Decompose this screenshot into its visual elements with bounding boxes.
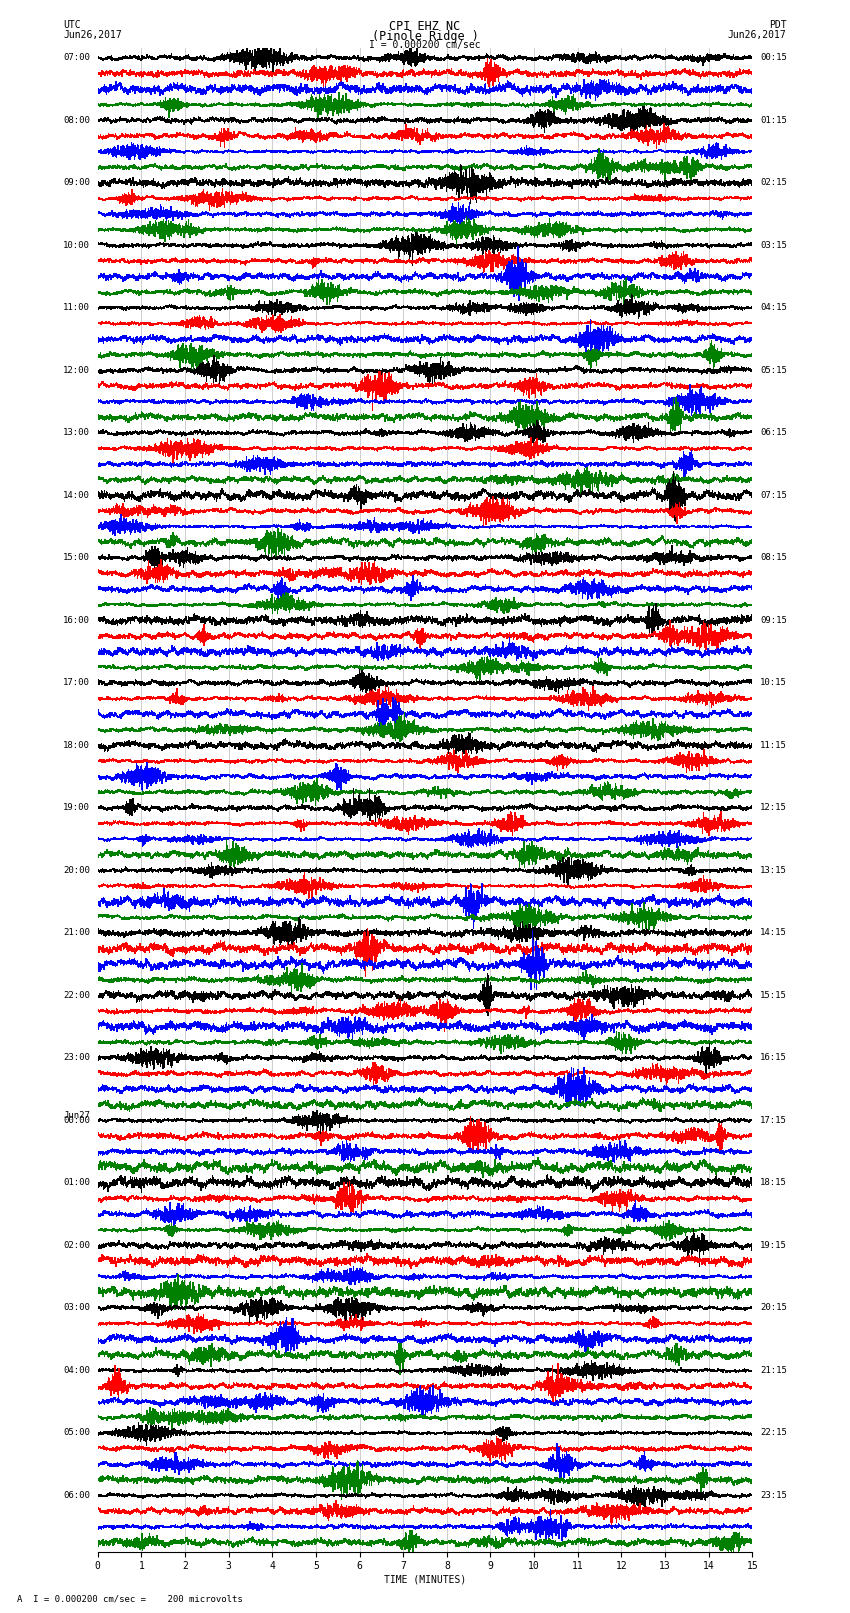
Text: 00:15: 00:15	[760, 53, 787, 63]
Text: 04:15: 04:15	[760, 303, 787, 313]
Text: 17:15: 17:15	[760, 1116, 787, 1124]
Text: 07:15: 07:15	[760, 490, 787, 500]
Text: 01:00: 01:00	[63, 1179, 90, 1187]
Text: 16:15: 16:15	[760, 1053, 787, 1063]
Text: 17:00: 17:00	[63, 679, 90, 687]
Text: Jun27: Jun27	[63, 1111, 90, 1119]
Text: 19:15: 19:15	[760, 1240, 787, 1250]
Text: 14:15: 14:15	[760, 929, 787, 937]
Text: 15:00: 15:00	[63, 553, 90, 563]
Text: 13:00: 13:00	[63, 429, 90, 437]
Text: 09:15: 09:15	[760, 616, 787, 624]
Text: A  I = 0.000200 cm/sec =    200 microvolts: A I = 0.000200 cm/sec = 200 microvolts	[17, 1594, 243, 1603]
Text: 15:15: 15:15	[760, 990, 787, 1000]
Text: 18:15: 18:15	[760, 1179, 787, 1187]
Text: 08:15: 08:15	[760, 553, 787, 563]
Text: 05:00: 05:00	[63, 1429, 90, 1437]
Text: 06:00: 06:00	[63, 1490, 90, 1500]
Text: 02:00: 02:00	[63, 1240, 90, 1250]
Text: Jun26,2017: Jun26,2017	[64, 31, 122, 40]
Text: 05:15: 05:15	[760, 366, 787, 374]
Text: 01:15: 01:15	[760, 116, 787, 124]
Text: 11:00: 11:00	[63, 303, 90, 313]
Text: 13:15: 13:15	[760, 866, 787, 874]
Text: UTC: UTC	[64, 19, 82, 31]
Text: 22:00: 22:00	[63, 990, 90, 1000]
Text: 04:00: 04:00	[63, 1366, 90, 1374]
Text: 18:00: 18:00	[63, 740, 90, 750]
Text: 22:15: 22:15	[760, 1429, 787, 1437]
Text: 08:00: 08:00	[63, 116, 90, 124]
Text: 09:00: 09:00	[63, 179, 90, 187]
Text: 12:15: 12:15	[760, 803, 787, 813]
Text: 10:00: 10:00	[63, 240, 90, 250]
Text: 12:00: 12:00	[63, 366, 90, 374]
Text: 21:15: 21:15	[760, 1366, 787, 1374]
Text: PDT: PDT	[768, 19, 786, 31]
X-axis label: TIME (MINUTES): TIME (MINUTES)	[384, 1574, 466, 1584]
Text: 00:00: 00:00	[63, 1116, 90, 1124]
Text: 06:15: 06:15	[760, 429, 787, 437]
Text: 03:00: 03:00	[63, 1303, 90, 1313]
Text: 23:15: 23:15	[760, 1490, 787, 1500]
Text: 20:15: 20:15	[760, 1303, 787, 1313]
Text: 21:00: 21:00	[63, 929, 90, 937]
Text: 07:00: 07:00	[63, 53, 90, 63]
Text: 10:15: 10:15	[760, 679, 787, 687]
Text: Jun26,2017: Jun26,2017	[728, 31, 786, 40]
Text: 16:00: 16:00	[63, 616, 90, 624]
Text: 19:00: 19:00	[63, 803, 90, 813]
Text: (Pinole Ridge ): (Pinole Ridge )	[371, 31, 479, 44]
Text: 02:15: 02:15	[760, 179, 787, 187]
Text: 23:00: 23:00	[63, 1053, 90, 1063]
Text: 14:00: 14:00	[63, 490, 90, 500]
Text: CPI EHZ NC: CPI EHZ NC	[389, 19, 461, 34]
Text: I = 0.000200 cm/sec: I = 0.000200 cm/sec	[369, 39, 481, 50]
Text: 11:15: 11:15	[760, 740, 787, 750]
Text: 20:00: 20:00	[63, 866, 90, 874]
Text: 03:15: 03:15	[760, 240, 787, 250]
